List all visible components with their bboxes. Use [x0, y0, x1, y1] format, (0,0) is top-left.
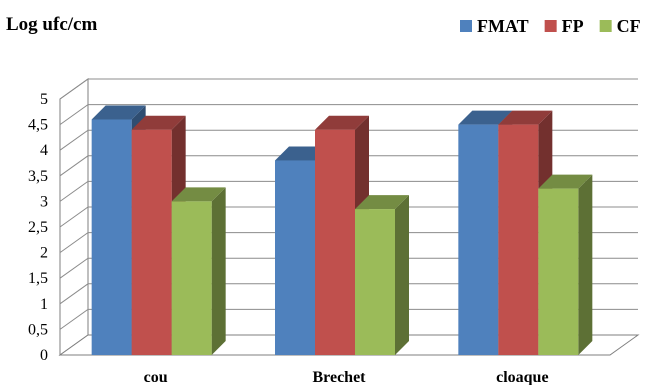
- bar-top: [91, 105, 146, 120]
- bar-top: [355, 195, 409, 210]
- bar-side: [578, 174, 593, 355]
- y-tick-label: 1,5: [28, 270, 48, 287]
- legend-item-cf: CF: [599, 16, 641, 36]
- x-category-label: cou: [144, 369, 168, 385]
- bar-front: [498, 124, 539, 355]
- bars: [91, 105, 593, 355]
- y-tick-label: 4: [40, 142, 48, 159]
- gridline: [59, 283, 638, 305]
- legend-label: FMAT: [477, 16, 529, 36]
- bar-top: [131, 115, 186, 130]
- y-tick-label: 0: [40, 347, 48, 364]
- bar-front: [355, 209, 395, 355]
- legend-swatch: [544, 20, 557, 32]
- bar-top: [171, 187, 226, 202]
- bar-front: [275, 160, 315, 355]
- gridline: [59, 104, 638, 126]
- x-category-label: cloaque: [496, 369, 548, 385]
- legend-swatch: [599, 20, 612, 32]
- bar-top: [498, 110, 553, 125]
- legend-label: CF: [617, 16, 641, 36]
- x-axis-labels: cou Brechet cloaque: [144, 369, 549, 385]
- y-tick-label: 2,5: [28, 219, 48, 236]
- bar-side: [211, 187, 226, 355]
- bar-front: [171, 201, 212, 355]
- bar-front: [315, 129, 355, 355]
- gridline: [59, 232, 638, 254]
- bar-cf-brechet: [355, 195, 409, 355]
- bar-top: [315, 115, 369, 130]
- y-tick-label: 3,5: [28, 168, 48, 185]
- bar-top: [538, 174, 593, 189]
- legend-label: FP: [562, 16, 584, 36]
- bar-front: [91, 119, 132, 355]
- bar-front: [131, 129, 172, 355]
- legend-item-fp: FP: [544, 16, 584, 36]
- bar-front: [458, 124, 499, 355]
- gridline: [59, 129, 638, 151]
- gridline: [59, 78, 638, 100]
- y-axis-ticks: 0 0,5 1 1,5 2 2,5 3 3,5 4 4,5 5: [28, 91, 48, 364]
- legend-item-fmat: FMAT: [460, 16, 529, 36]
- y-axis-title: Log ufc/cm: [6, 14, 97, 35]
- y-tick-label: 2: [40, 245, 48, 262]
- legend: FMAT FP CF: [460, 16, 641, 36]
- gridline: [59, 180, 638, 202]
- x-category-label: Brechet: [312, 369, 366, 385]
- bar-cf-cloaque: [538, 174, 593, 355]
- y-tick-label: 3: [40, 193, 48, 210]
- bar-cf-cou: [171, 187, 226, 355]
- y-tick-label: 1: [40, 296, 48, 313]
- gridline: [59, 206, 638, 228]
- legend-swatch: [460, 20, 472, 32]
- gridline: [59, 257, 638, 279]
- y-tick-label: 0,5: [28, 321, 48, 338]
- bar-top: [458, 110, 513, 125]
- gridlines: [59, 78, 638, 330]
- bar-side: [395, 195, 409, 355]
- y-tick-label: 4,5: [28, 117, 48, 134]
- bar-front: [538, 188, 579, 355]
- gridline: [59, 308, 638, 330]
- y-tick-label: 5: [40, 91, 48, 108]
- gridline: [59, 155, 638, 177]
